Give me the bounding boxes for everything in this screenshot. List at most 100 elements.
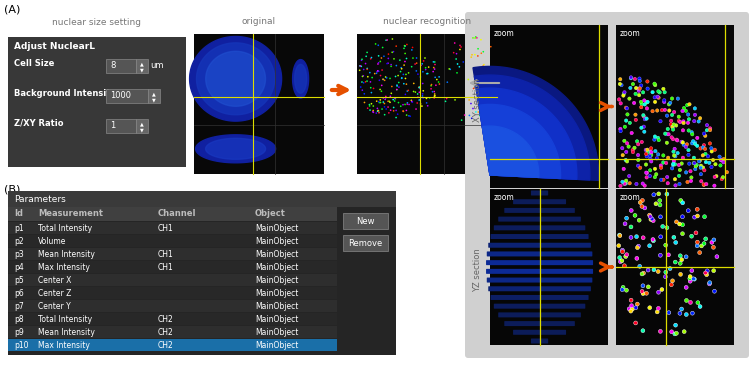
Point [645,159,657,164]
Point [698,241,710,247]
FancyBboxPatch shape [8,37,186,167]
FancyBboxPatch shape [504,208,574,213]
Point [376,88,388,94]
Text: Center Y: Center Y [38,302,70,310]
Point [380,94,392,99]
Point [638,113,650,119]
Point [646,89,658,95]
FancyBboxPatch shape [498,217,581,222]
FancyBboxPatch shape [8,207,337,221]
Text: CH1: CH1 [158,250,174,259]
Point [634,76,646,81]
Point [669,259,681,265]
Point [443,66,455,72]
Point [680,144,692,150]
Point [644,214,656,219]
Point [694,145,706,151]
Point [380,106,392,112]
Point [634,78,646,84]
Point [632,163,644,169]
Point [400,91,412,97]
Point [354,68,366,73]
Text: um: um [150,62,164,70]
Point [632,86,644,92]
Text: CH2: CH2 [158,315,174,324]
Point [391,87,403,92]
Point [624,180,636,186]
Point [637,328,649,334]
Point [640,170,652,175]
Point [670,322,682,328]
Point [652,191,664,197]
Point [633,92,645,98]
Point [651,155,663,161]
Point [396,75,408,81]
Point [400,72,412,77]
Point [621,252,633,258]
Text: Object: Object [255,210,286,218]
Point [631,234,643,240]
Point [686,175,698,181]
Point [427,69,439,75]
Point [384,93,396,99]
Point [392,100,404,106]
Point [674,253,686,259]
Point [414,86,426,92]
Point [362,105,374,111]
Point [671,150,683,156]
Point [377,76,389,82]
Point [376,106,388,112]
Point [668,235,680,240]
Point [618,166,630,172]
Point [429,75,441,80]
Text: MainObject: MainObject [255,315,298,324]
Point [467,106,479,112]
Text: p1: p1 [14,224,24,233]
Point [382,55,394,61]
Polygon shape [292,59,308,98]
Point [698,181,709,187]
Point [415,101,427,107]
Point [409,61,421,67]
Point [638,112,650,118]
Text: 8: 8 [110,62,116,70]
Point [680,170,692,175]
FancyBboxPatch shape [490,234,589,239]
Point [619,263,631,269]
FancyBboxPatch shape [357,34,497,174]
Point [365,90,377,95]
Point [479,110,491,116]
Point [450,56,462,62]
Point [466,52,478,58]
Point [377,76,389,82]
Point [655,177,667,183]
Point [357,73,369,79]
Point [692,300,703,306]
Point [358,99,370,105]
Point [652,137,664,143]
Polygon shape [473,66,598,181]
Point [476,65,488,71]
Point [423,64,435,70]
Point [680,298,692,304]
Point [640,151,652,157]
Point [666,112,678,118]
Point [620,149,632,155]
Point [458,59,470,65]
Point [664,266,676,272]
Point [688,276,700,282]
Point [686,233,698,239]
Point [669,146,681,152]
Point [614,259,626,265]
Point [398,43,410,49]
Point [694,304,706,309]
Point [661,113,673,119]
Point [385,107,397,113]
Point [689,141,701,147]
Point [718,159,730,165]
Point [649,81,661,87]
FancyBboxPatch shape [106,89,148,103]
Point [413,89,425,95]
Point [692,213,703,219]
Point [666,95,678,101]
